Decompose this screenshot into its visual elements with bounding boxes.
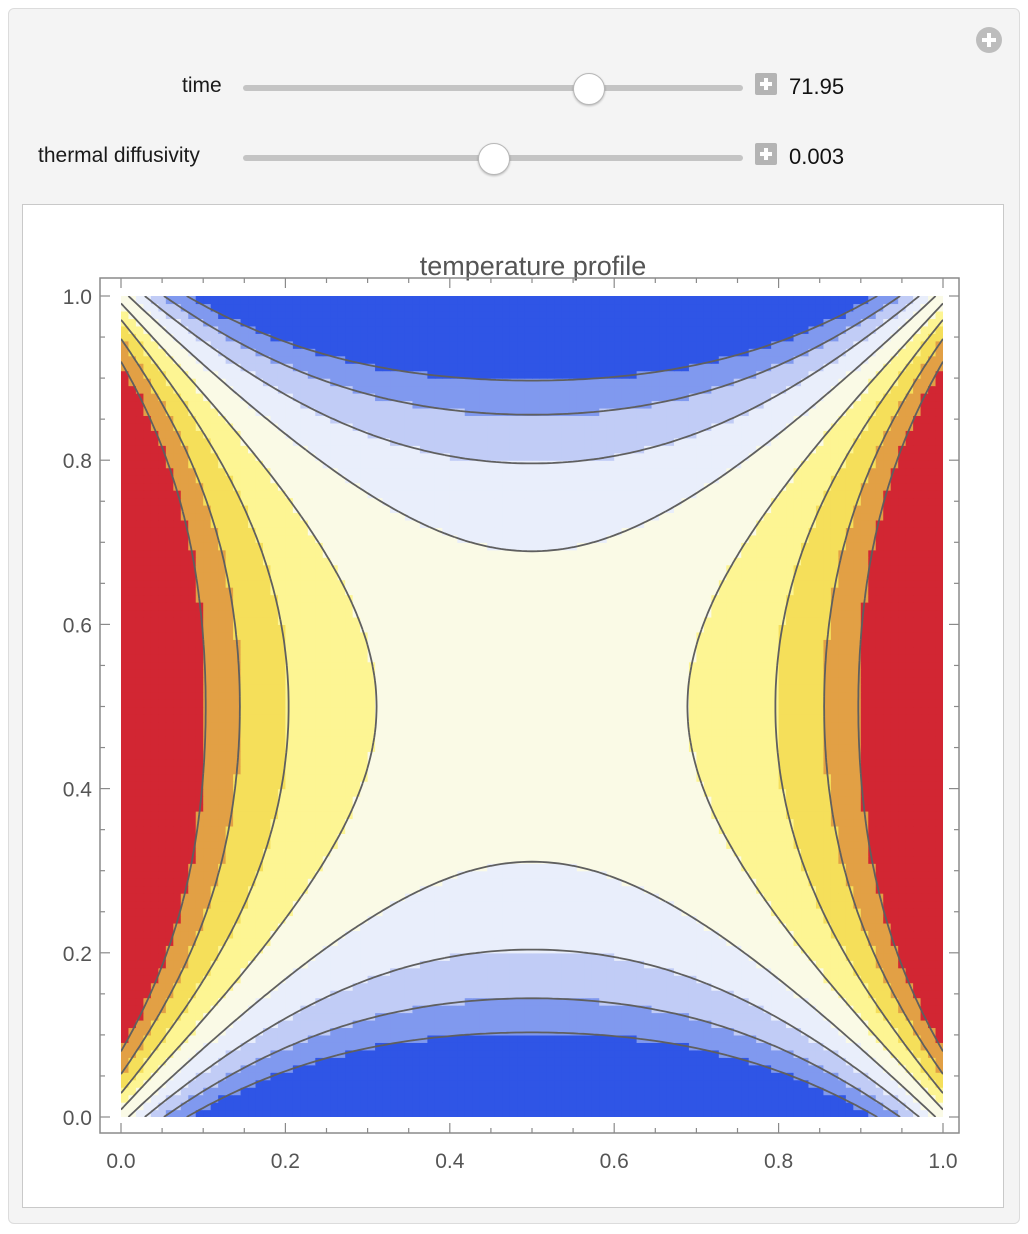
- y-tick-label: 0.0: [63, 1107, 92, 1130]
- time-label: time: [182, 74, 222, 97]
- thermal-diffusivity-stepper-plus-icon[interactable]: [755, 143, 777, 165]
- time-slider-thumb[interactable]: [573, 73, 605, 105]
- contour-line: [121, 302, 943, 1111]
- contour-plot: temperature profile 0.0 0.2 0.4 0.6 0.8 1.0 0.…: [63, 251, 960, 1173]
- contour-line: [144, 296, 920, 1117]
- thermal-diffusivity-value: 0.003: [789, 144, 845, 169]
- x-tick-label: 0.6: [600, 1150, 629, 1173]
- x-tick-label: 0.8: [764, 1150, 793, 1173]
- plot-area: temperature profile 0.0 0.2 0.4 0.6 0.8 1.0 0.…: [22, 204, 1004, 1208]
- y-tick-label: 0.2: [63, 943, 92, 966]
- contour-line: [121, 338, 943, 1075]
- y-tick-label: 0.8: [63, 450, 92, 473]
- x-tick-label: 0.4: [435, 1150, 465, 1173]
- x-tick-label: 0.0: [106, 1150, 135, 1173]
- plus-circle-icon[interactable]: [976, 27, 1002, 53]
- x-tick-label: 0.2: [271, 1150, 300, 1173]
- time-slider[interactable]: [243, 85, 743, 91]
- contour-fill: [121, 296, 943, 1117]
- contour-line: [163, 296, 901, 1117]
- contour-line: [186, 296, 878, 1117]
- chart-title: temperature profile: [420, 251, 647, 281]
- y-tick-label: 0.6: [63, 614, 92, 637]
- contour-line: [121, 361, 943, 1052]
- y-tick-label: 1.0: [63, 286, 92, 309]
- time-value: 71.95: [789, 74, 845, 99]
- contour-line: [127, 296, 937, 1117]
- contour-lines: [121, 296, 943, 1117]
- x-tick-label: 1.0: [928, 1150, 957, 1173]
- time-stepper-plus-icon[interactable]: [755, 73, 777, 95]
- plot-frame: [99, 277, 960, 1134]
- thermal-diffusivity-slider-thumb[interactable]: [478, 143, 510, 175]
- y-tick-label: 0.4: [63, 779, 93, 802]
- thermal-diffusivity-label: thermal diffusivity: [38, 144, 200, 167]
- contour-line: [121, 319, 943, 1094]
